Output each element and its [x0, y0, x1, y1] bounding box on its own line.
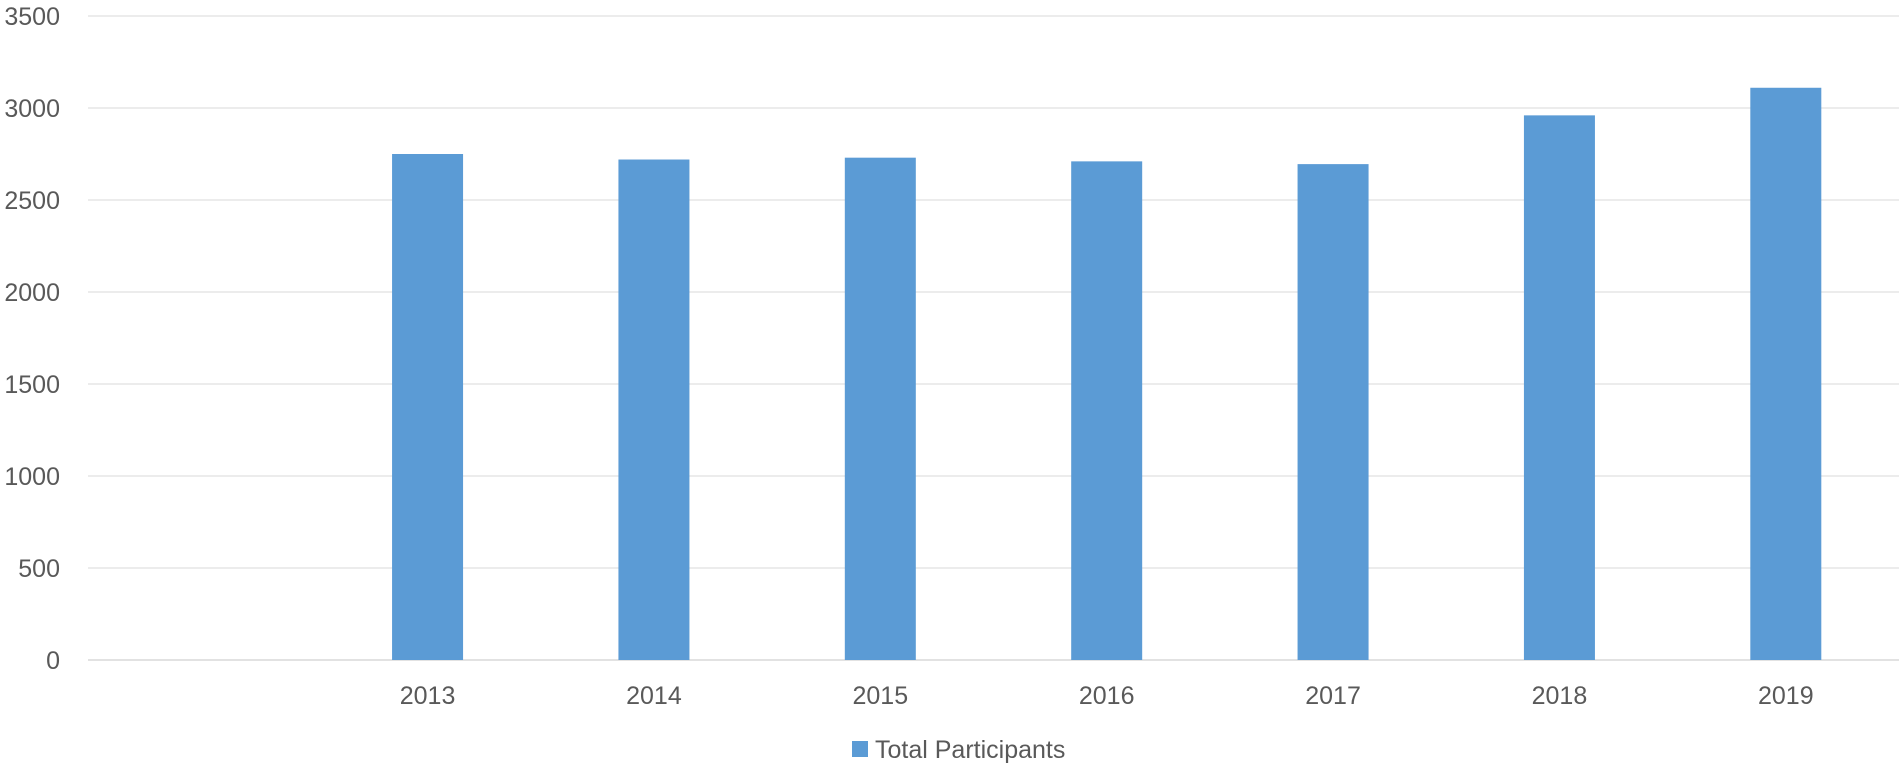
- bar-2019: [1750, 87, 1822, 660]
- y-tick-label: 3000: [4, 95, 60, 123]
- x-tick-label: 2013: [400, 682, 456, 710]
- x-tick-label: 2019: [1758, 682, 1814, 710]
- gridlines: [88, 15, 1899, 661]
- bar-2015: [844, 157, 916, 660]
- legend: Total Participants: [852, 736, 1065, 764]
- bar-2018: [1523, 115, 1595, 661]
- legend-swatch: [852, 741, 868, 757]
- bar-2013: [392, 154, 464, 660]
- y-axis-tick-labels: 0 500 1000 1500 2000 2500 3000 3500: [4, 3, 60, 675]
- bar-2014: [618, 159, 690, 660]
- bars: [392, 87, 1822, 661]
- y-tick-label: 1500: [4, 371, 60, 399]
- y-tick-label: 500: [18, 555, 60, 583]
- x-tick-label: 2017: [1305, 682, 1361, 710]
- x-tick-label: 2018: [1532, 682, 1588, 710]
- x-tick-label: 2015: [853, 682, 909, 710]
- y-tick-label: 2000: [4, 279, 60, 307]
- y-tick-label: 0: [46, 647, 60, 675]
- x-tick-label: 2016: [1079, 682, 1135, 710]
- bar-2016: [1071, 161, 1143, 661]
- legend-label: Total Participants: [875, 736, 1065, 764]
- y-tick-label: 2500: [4, 187, 60, 215]
- y-tick-label: 1000: [4, 463, 60, 491]
- bar-2017: [1297, 164, 1369, 660]
- x-tick-label: 2014: [626, 682, 682, 710]
- y-tick-label: 3500: [4, 3, 60, 31]
- x-axis-tick-labels: 2013 2014 2015 2016 2017 2018 2019: [400, 682, 1814, 710]
